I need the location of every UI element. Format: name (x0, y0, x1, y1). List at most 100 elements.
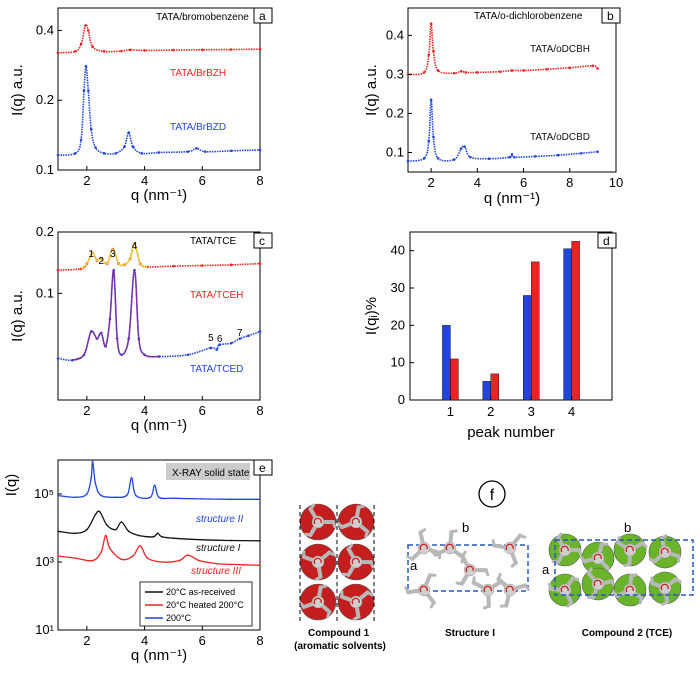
structure-i-molecule (432, 531, 463, 562)
data-point (103, 50, 106, 53)
compound-2-molecule (649, 572, 681, 604)
x-tick-label: 6 (199, 173, 206, 188)
compound-1-label-line2: (aromatic solvents) (294, 641, 386, 652)
data-point (91, 46, 94, 49)
molecule-arm-tip (573, 578, 578, 579)
data-point (57, 357, 60, 360)
data-point (172, 265, 175, 268)
x-tick-label: 6 (199, 633, 206, 648)
compound-1-molecule (338, 504, 374, 540)
data-point (132, 145, 135, 148)
x-tick-label: 6 (199, 403, 206, 418)
x-tick-label: 2 (427, 175, 434, 190)
data-point (75, 557, 77, 559)
bar-red-peak-2 (491, 374, 499, 400)
molecule-arm-tip (462, 557, 463, 562)
panel-a-title: TATA/bromobenzene (156, 12, 249, 23)
data-point (92, 560, 94, 562)
data-point (173, 497, 175, 499)
y-tick-label: 0.1 (36, 162, 54, 177)
data-point (115, 529, 117, 531)
data-point (259, 149, 262, 152)
panel-e-label: e (259, 461, 266, 475)
data-point (178, 560, 180, 562)
data-point (187, 353, 190, 356)
data-point (230, 342, 233, 345)
data-point (201, 49, 204, 52)
y-tick-label: 0.1 (36, 285, 54, 300)
molecule-arm-tip (306, 534, 311, 535)
legend-odcbd: TATA/oDCBD (530, 132, 590, 143)
data-point (86, 493, 88, 495)
data-point (131, 477, 133, 479)
structure-i-axis-a: a (410, 558, 418, 573)
panel-e-title: X-RAY solid state (172, 468, 250, 479)
y-tick-label: 0.4 (36, 22, 54, 37)
panel-b: TATA/o-dichlorobenzene b TATA/oDCBH TATA… (363, 8, 623, 207)
x-tick-label: 8 (566, 175, 573, 190)
panel-b-ylabel: I(q) a.u. (363, 64, 380, 116)
compound-2-molecule (614, 574, 646, 606)
bar-blue-peak-4 (564, 249, 572, 400)
data-point (534, 155, 537, 158)
molecule-arm-tip (484, 606, 489, 608)
series-line-tata-brbzd (58, 66, 260, 155)
molecule-arm-tip (486, 570, 488, 575)
data-point (129, 49, 132, 52)
data-point (230, 150, 233, 153)
data-point (511, 153, 514, 156)
data-point (150, 496, 152, 498)
compound-2-axis-b: b (624, 520, 631, 535)
y-tick-label: 10 (391, 355, 405, 370)
data-point (140, 152, 143, 155)
structure-i-axis-b: b (462, 520, 469, 535)
data-point (596, 150, 599, 153)
data-point (204, 150, 207, 153)
label-structure-ii: structure II (196, 514, 243, 525)
y-tick-label: 10¹ (35, 622, 54, 637)
series-line-tata-brbzh (58, 25, 260, 53)
data-point (147, 557, 149, 559)
molecule-arm-tip (520, 536, 525, 538)
molecule-arm-tip (321, 586, 326, 587)
data-point (247, 334, 250, 337)
data-point (83, 89, 86, 92)
data-point (230, 564, 232, 566)
data-point (430, 98, 433, 101)
panel-b-xlabel: q (nm⁻¹) (484, 190, 540, 207)
series-line-tata-tced (58, 270, 260, 360)
y-tick-label: 30 (391, 280, 405, 295)
legend-tced: TATA/TCED (190, 364, 243, 375)
panel-e-xlabel: q (nm⁻¹) (131, 647, 187, 664)
compound-1-molecule (338, 544, 374, 580)
molecule-arm-tip (457, 583, 462, 584)
peak-label-6: 6 (217, 334, 223, 345)
data-point (488, 157, 491, 160)
peak-label-2: 2 (99, 256, 105, 267)
x-tick-label: 2 (487, 404, 494, 419)
data-point (522, 69, 525, 72)
data-point (407, 160, 410, 163)
molecule-arm-tip (618, 538, 619, 543)
structure-i-molecule (493, 536, 525, 567)
data-point (432, 136, 435, 139)
data-point (57, 555, 59, 557)
data-point (57, 269, 60, 272)
data-point (423, 71, 426, 74)
data-point (568, 66, 571, 69)
y-tick-label: 20 (391, 317, 405, 332)
data-point (57, 154, 60, 157)
legend-200c: 200°C (166, 613, 192, 623)
data-point (90, 477, 92, 479)
data-point (106, 525, 108, 527)
data-point (453, 72, 456, 75)
data-point (94, 146, 97, 149)
panel-f-label: f (490, 487, 495, 504)
data-point (511, 69, 514, 72)
y-tick-label: 0.2 (36, 92, 54, 107)
molecule-arm-tip (549, 584, 551, 589)
x-tick-label: 4 (141, 403, 148, 418)
panel-d-frame (410, 232, 612, 400)
data-point (128, 530, 130, 532)
